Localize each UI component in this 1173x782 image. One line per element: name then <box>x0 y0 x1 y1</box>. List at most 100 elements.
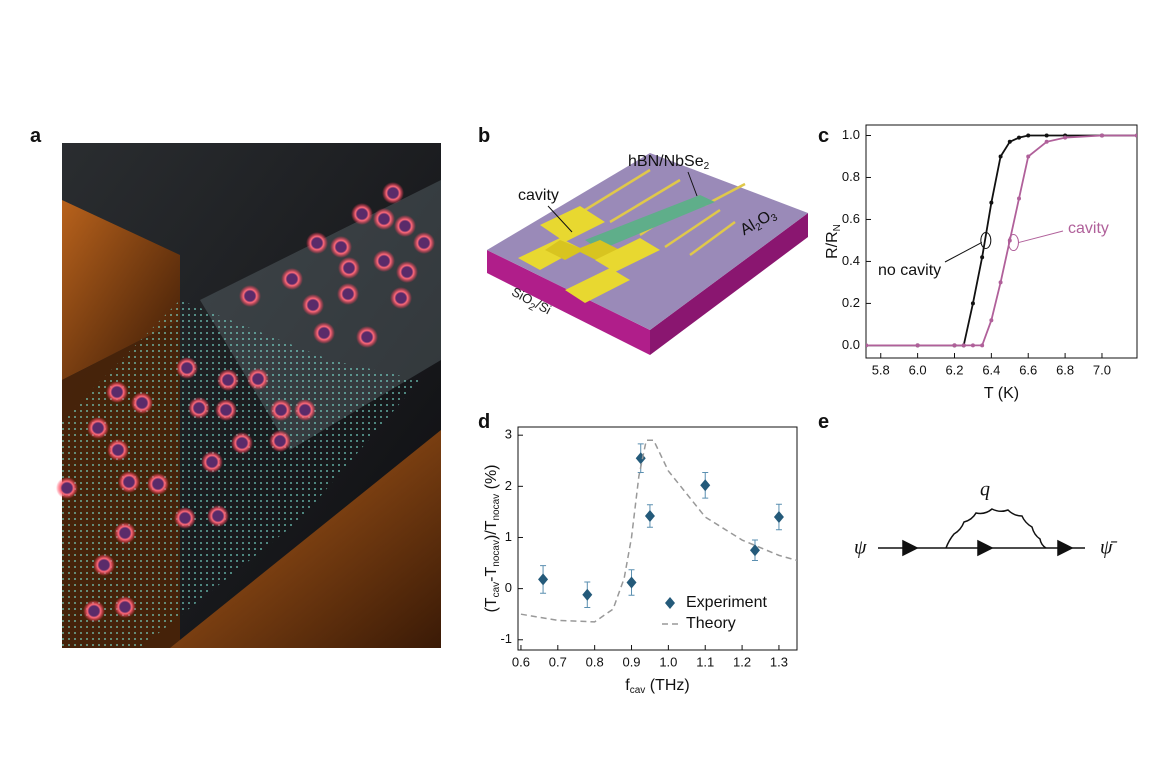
point <box>961 343 966 348</box>
panel-label: e <box>818 411 829 433</box>
label-part: (%) <box>483 464 500 493</box>
point <box>980 343 985 348</box>
point <box>538 573 549 586</box>
x-tick-label: 0.8 <box>586 654 604 669</box>
device-label: SiO2/Si <box>507 284 553 320</box>
diagram-label: q <box>980 479 990 501</box>
point <box>1135 133 1137 138</box>
label-part: 2 <box>754 221 765 234</box>
annotation: cavity <box>1068 220 1109 237</box>
device-label: hBN/NbSe2 <box>628 153 710 171</box>
x-tick-label: 1.1 <box>696 654 714 669</box>
y-tick-label: 2 <box>505 478 512 493</box>
point <box>952 343 957 348</box>
y-axis-label: (Tcav-Tnocav)/Tnocav (%) <box>483 464 501 612</box>
pointer <box>944 242 983 263</box>
label-part: /Si <box>533 297 554 317</box>
plot-frame <box>517 426 798 651</box>
legend-label: Theory <box>686 615 736 632</box>
panel-label: a <box>30 125 42 147</box>
point <box>1017 135 1022 140</box>
label-part: 2 <box>527 301 537 314</box>
pointer <box>687 171 698 197</box>
point <box>915 343 920 348</box>
label-part: nocav <box>491 540 502 567</box>
x-tick-label: 1.0 <box>659 654 677 669</box>
label-part: R/R <box>824 231 841 259</box>
plot-frame <box>865 124 1138 359</box>
point <box>1044 133 1049 138</box>
label-part: )/T <box>483 520 500 540</box>
point <box>700 479 711 492</box>
marker-ring <box>980 231 992 249</box>
point <box>626 576 637 589</box>
x-tick-label: 6.8 <box>1056 362 1074 377</box>
legend-swatch <box>665 597 675 609</box>
y-tick-label: 0.8 <box>842 169 860 184</box>
pointer <box>1018 230 1064 244</box>
x-tick-label: 1.3 <box>770 654 788 669</box>
point <box>980 255 985 260</box>
label-part: f <box>625 677 630 694</box>
panel-label: c <box>818 125 829 147</box>
point <box>1026 154 1031 159</box>
label-part: N <box>832 224 843 231</box>
panel-label: d <box>478 411 490 433</box>
label-part: (K) <box>993 385 1019 402</box>
x-tick-label: 6.2 <box>945 362 963 377</box>
panel-label: b <box>478 125 490 147</box>
y-tick-label: 1 <box>505 529 512 544</box>
y-tick-label: 0.0 <box>842 337 860 352</box>
x-axis-label: fcav (THz) <box>625 677 689 695</box>
label-part: hBN/NbSe <box>628 153 704 170</box>
pointer <box>547 205 573 233</box>
point <box>970 343 975 348</box>
point <box>582 588 593 601</box>
y-tick-label: 0 <box>505 580 512 595</box>
point <box>644 509 655 522</box>
device-illustration <box>487 153 808 355</box>
y-tick-label: 0.2 <box>842 295 860 310</box>
series-line <box>866 134 1137 347</box>
label-part: (T <box>483 597 500 612</box>
label-part: (THz) <box>645 677 689 694</box>
label-part: T <box>984 385 994 402</box>
point <box>989 318 994 323</box>
label-part: cav <box>630 685 646 696</box>
x-tick-label: 0.6 <box>512 654 530 669</box>
point <box>1017 196 1022 201</box>
x-tick-label: 1.2 <box>733 654 751 669</box>
label-part: 2 <box>704 161 710 172</box>
x-tick-label: 7.0 <box>1093 362 1111 377</box>
diagram-label: ψ̄ <box>1100 537 1117 559</box>
device-label: Al2O3 <box>738 205 780 240</box>
annotation: no cavity <box>878 262 941 279</box>
point <box>635 452 646 465</box>
point <box>1044 139 1049 144</box>
point <box>1099 133 1104 138</box>
point <box>1026 133 1031 138</box>
y-tick-label: 0.6 <box>842 211 860 226</box>
y-tick-label: 1.0 <box>842 127 860 142</box>
label-part: nocav <box>491 494 502 521</box>
x-tick-label: 0.7 <box>549 654 567 669</box>
point <box>970 301 975 306</box>
x-tick-label: 6.0 <box>909 362 927 377</box>
x-tick-label: 0.9 <box>622 654 640 669</box>
y-tick-label: -1 <box>500 631 512 646</box>
x-axis-label: T (K) <box>984 385 1019 402</box>
point <box>749 544 760 557</box>
x-tick-label: 6.6 <box>1019 362 1037 377</box>
feynman-diagram <box>878 508 1085 557</box>
device-label: cavity <box>518 187 559 204</box>
point <box>1063 135 1068 140</box>
point <box>866 343 868 348</box>
point <box>773 511 784 524</box>
legend-label: Experiment <box>686 594 767 611</box>
point <box>1007 139 1012 144</box>
x-tick-label: 5.8 <box>872 362 890 377</box>
point <box>998 280 1003 285</box>
point <box>998 154 1003 159</box>
y-axis-label: R/RN <box>824 224 842 259</box>
